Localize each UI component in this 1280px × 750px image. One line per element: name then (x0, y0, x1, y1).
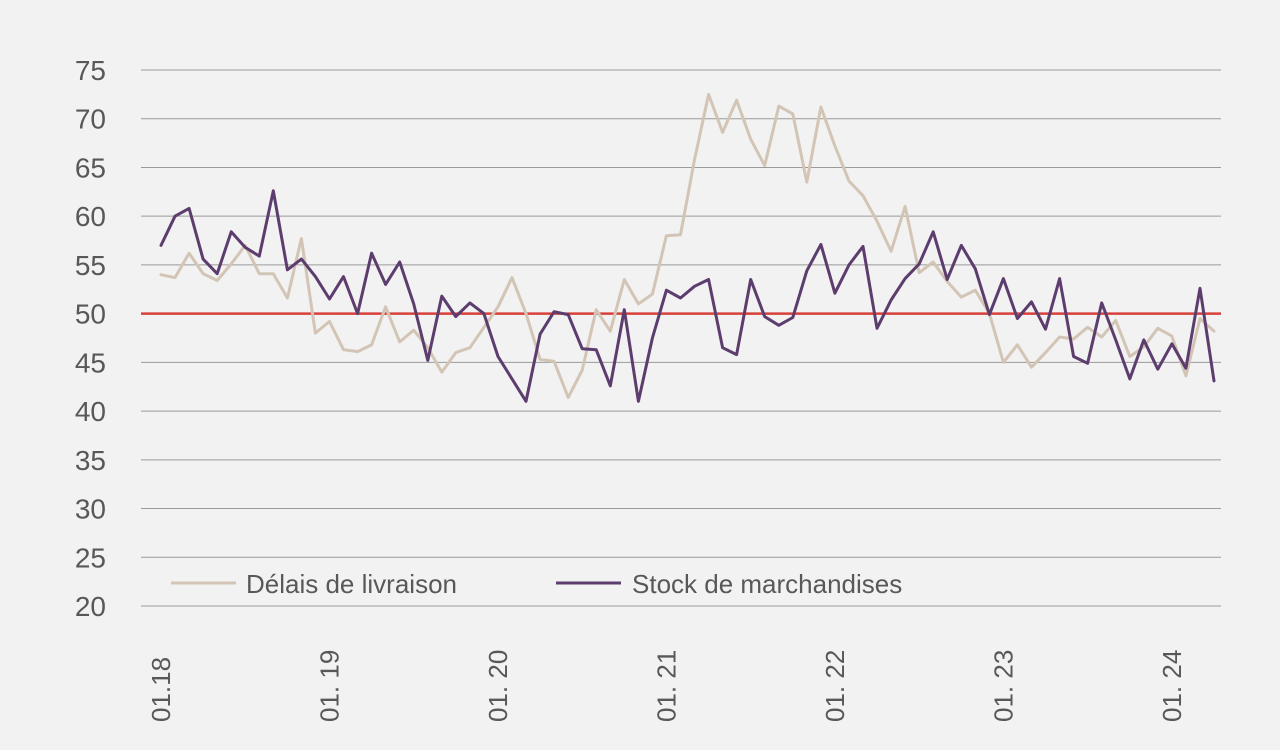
y-tick-label: 65 (75, 152, 106, 183)
y-axis: 20 25 30 35 40 45 50 55 60 65 70 75 (75, 55, 106, 622)
y-tick-label: 40 (75, 396, 106, 427)
gridlines (141, 69, 1221, 607)
x-axis: 01.18 01. 19 01. 20 01. 21 01. 22 01. 23 01. 2… (146, 650, 1187, 722)
x-tick-label: 01. 19 (314, 650, 344, 722)
y-tick-label: 75 (75, 55, 106, 86)
series-line-delais-de-livraison (159, 92, 1216, 399)
legend-label: Stock de marchandises (632, 569, 902, 599)
x-tick-label: 01. 20 (483, 650, 513, 722)
y-tick-label: 45 (75, 347, 106, 378)
y-tick-label: 50 (75, 299, 106, 330)
x-tick-label: 01. 23 (988, 650, 1018, 722)
x-tick-label: 01. 24 (1157, 650, 1187, 722)
legend: Délais de livraison Stock de marchandises (171, 569, 902, 599)
x-tick-label: 01.18 (146, 657, 176, 722)
y-tick-label: 35 (75, 445, 106, 476)
series-line-stock-de-marchandises (159, 189, 1216, 403)
series-group (159, 92, 1216, 403)
y-tick-label: 20 (75, 591, 106, 622)
y-tick-label: 25 (75, 542, 106, 573)
legend-label: Délais de livraison (246, 569, 457, 599)
y-tick-label: 30 (75, 494, 106, 525)
y-tick-label: 60 (75, 201, 106, 232)
x-tick-label: 01. 22 (820, 650, 850, 722)
y-tick-label: 55 (75, 250, 106, 281)
x-tick-label: 01. 21 (651, 650, 681, 722)
y-tick-label: 70 (75, 104, 106, 135)
